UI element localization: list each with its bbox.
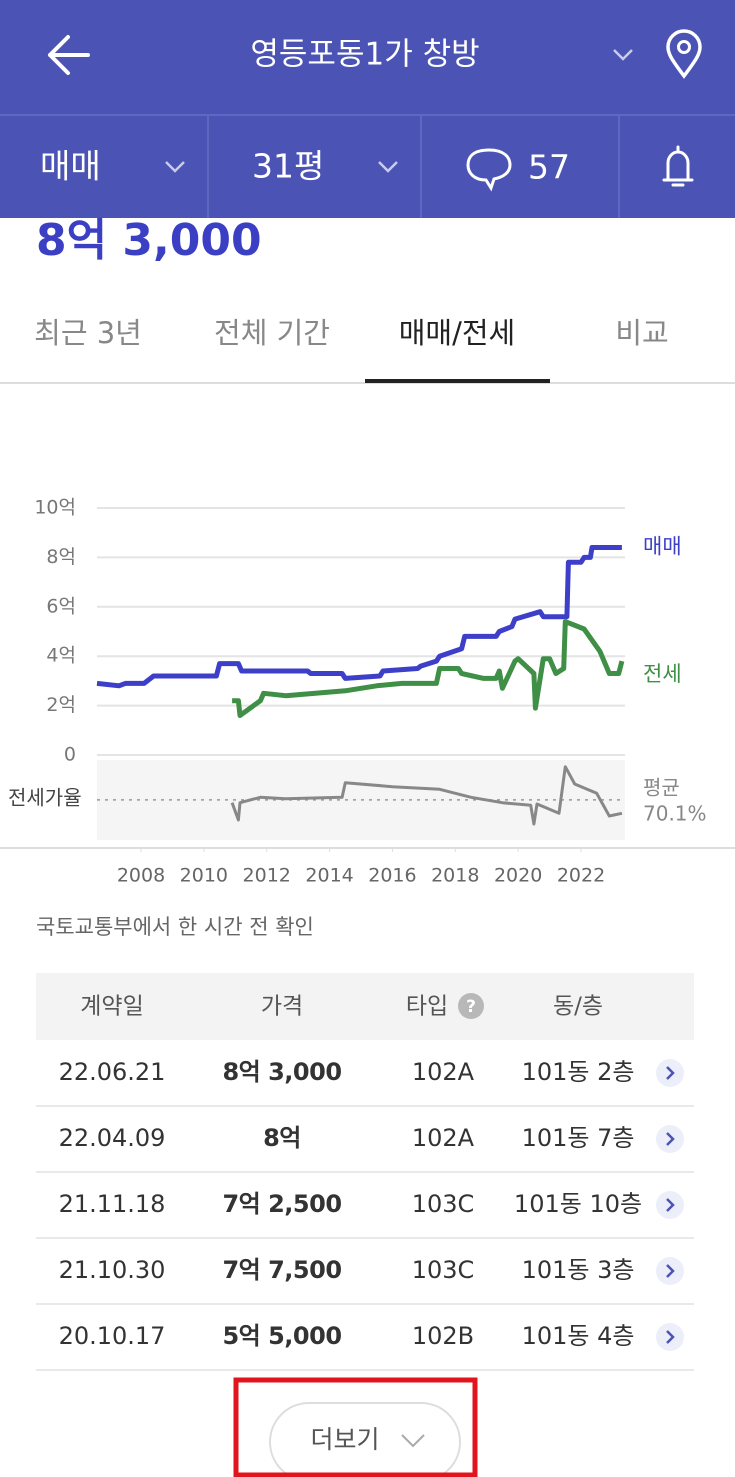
table-cell: 22.04.09 bbox=[59, 1124, 166, 1152]
y-tick-label: 4억 bbox=[46, 645, 76, 667]
table-cell: 8억 bbox=[263, 1124, 301, 1152]
area-filter[interactable]: 31평 bbox=[252, 147, 324, 186]
average-label: 평균 bbox=[643, 776, 680, 800]
y-tick-label: 6억 bbox=[46, 595, 76, 617]
tab[interactable]: 전체 기간 bbox=[214, 316, 330, 350]
y-tick-label: 8억 bbox=[46, 546, 76, 568]
column-header: 동/층 bbox=[553, 994, 603, 1020]
source-note: 국토교통부에서 한 시간 전 확인 bbox=[36, 915, 314, 939]
table-cell: 101동 4층 bbox=[522, 1322, 635, 1350]
row-detail-button[interactable] bbox=[656, 1257, 684, 1285]
highlight-box bbox=[233, 1377, 478, 1477]
table-cell: 103C bbox=[412, 1190, 475, 1218]
location-icon[interactable] bbox=[666, 29, 702, 79]
table-cell: 101동 3층 bbox=[522, 1256, 635, 1284]
row-detail-chevron bbox=[666, 1132, 675, 1146]
table-cell: 102B bbox=[412, 1322, 474, 1350]
series-label: 매매 bbox=[643, 535, 682, 559]
column-header: 계약일 bbox=[80, 994, 143, 1020]
x-tick-label: 2010 bbox=[180, 865, 228, 887]
more-button[interactable] bbox=[269, 1402, 461, 1477]
table-cell: 101동 10층 bbox=[514, 1190, 642, 1218]
table-cell: 101동 7층 bbox=[522, 1124, 635, 1152]
tab[interactable]: 매매/전세 bbox=[399, 316, 516, 350]
row-detail-button[interactable] bbox=[656, 1125, 684, 1153]
help-icon[interactable] bbox=[458, 993, 484, 1019]
column-header: 가격 bbox=[261, 994, 303, 1020]
header-bg bbox=[0, 0, 735, 218]
row-detail-chevron bbox=[666, 1198, 675, 1212]
row-detail-button[interactable] bbox=[656, 1323, 684, 1351]
y-tick-label: 0 bbox=[64, 744, 76, 766]
table-cell: 22.06.21 bbox=[59, 1058, 166, 1086]
table-header-bg bbox=[36, 973, 694, 1040]
back-button[interactable] bbox=[48, 35, 90, 75]
y-tick-label: 10억 bbox=[34, 497, 76, 519]
more-chevron bbox=[401, 1434, 425, 1448]
series-label: 전세 bbox=[643, 662, 682, 686]
table-cell: 20.10.17 bbox=[59, 1322, 166, 1350]
table-cell: 7억 7,500 bbox=[222, 1256, 341, 1284]
x-tick-label: 2018 bbox=[431, 865, 479, 887]
table-cell: 21.11.18 bbox=[59, 1190, 166, 1218]
table-cell: 8억 3,000 bbox=[222, 1058, 341, 1086]
series-line bbox=[96, 545, 622, 689]
ratio-label: 전세가율 bbox=[8, 786, 82, 810]
table-cell: 101동 2층 bbox=[522, 1058, 635, 1086]
alarm-icon[interactable] bbox=[662, 145, 694, 187]
x-tick-label: 2012 bbox=[243, 865, 291, 887]
row-detail-button[interactable] bbox=[656, 1191, 684, 1219]
table-cell: 102A bbox=[412, 1058, 475, 1086]
help-icon-mark: ? bbox=[466, 997, 476, 1017]
more-button-label[interactable]: 더보기 bbox=[310, 1425, 379, 1454]
title-dropdown[interactable] bbox=[613, 49, 633, 61]
row-detail-button[interactable] bbox=[656, 1059, 684, 1087]
x-tick-label: 2014 bbox=[305, 865, 353, 887]
column-header: 타입 bbox=[406, 994, 448, 1020]
header-title: 영등포동1가 창방 bbox=[250, 37, 479, 73]
table-cell: 21.10.30 bbox=[59, 1256, 166, 1284]
trade-type-filter[interactable]: 매매 bbox=[40, 147, 101, 186]
table-cell: 103C bbox=[412, 1256, 475, 1284]
comment-count[interactable]: 57 bbox=[528, 148, 570, 187]
dropdown-chevron bbox=[378, 161, 398, 173]
comment-icon[interactable] bbox=[466, 148, 512, 192]
x-tick-label: 2008 bbox=[117, 865, 165, 887]
y-tick-label: 2억 bbox=[46, 694, 76, 716]
tab[interactable]: 최근 3년 bbox=[34, 316, 142, 350]
tab[interactable]: 비교 bbox=[615, 316, 668, 350]
ratio-line bbox=[230, 765, 623, 826]
series-line bbox=[232, 619, 625, 718]
current-price: 8억 3,000 bbox=[36, 215, 262, 266]
x-tick-label: 2020 bbox=[494, 865, 542, 887]
x-tick-label: 2016 bbox=[368, 865, 416, 887]
table-cell: 5억 5,000 bbox=[222, 1322, 341, 1350]
table-cell: 7억 2,500 bbox=[222, 1190, 341, 1218]
row-detail-chevron bbox=[666, 1264, 675, 1278]
dropdown-chevron bbox=[165, 161, 185, 173]
row-detail-chevron bbox=[666, 1066, 675, 1080]
average-value: 70.1% bbox=[643, 802, 707, 826]
table-cell: 102A bbox=[412, 1124, 475, 1152]
x-tick-label: 2022 bbox=[557, 865, 605, 887]
tab-underline bbox=[365, 379, 550, 383]
row-detail-chevron bbox=[666, 1330, 675, 1344]
